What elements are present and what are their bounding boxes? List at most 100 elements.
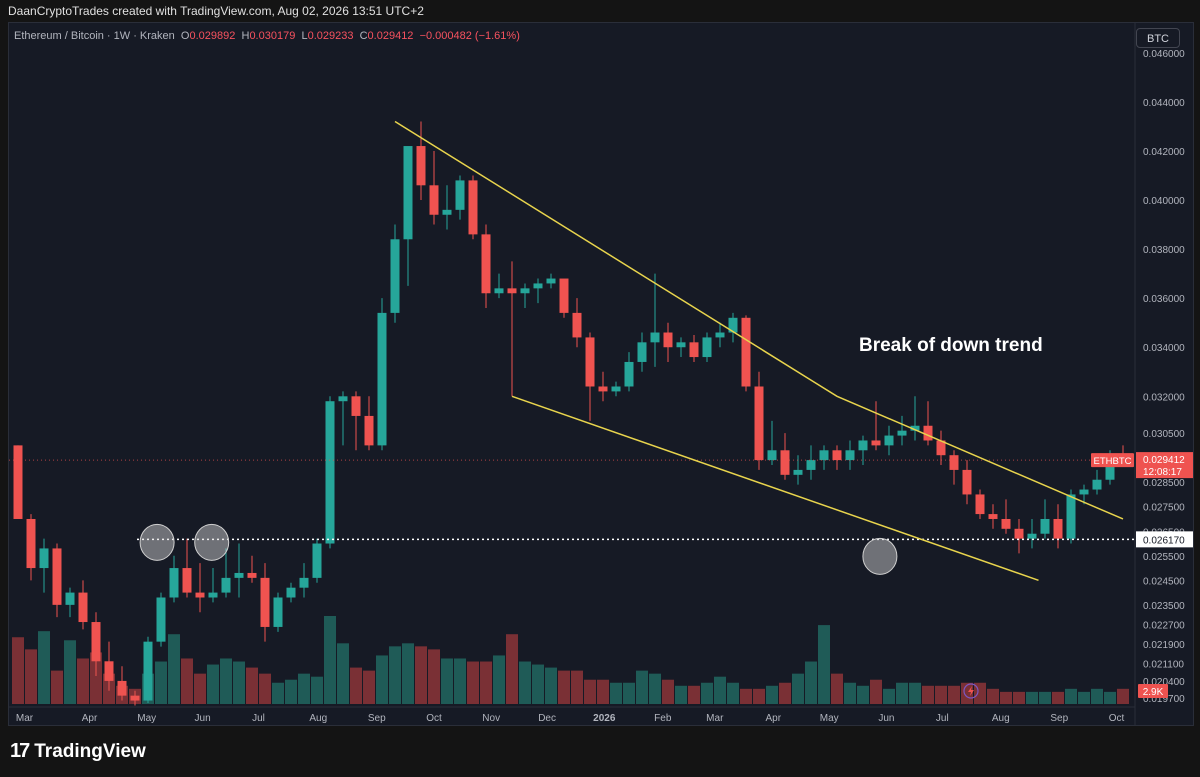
- upper-trendline: [394, 120, 1124, 520]
- candle-body: [390, 239, 400, 313]
- volume-bar: [285, 679, 297, 704]
- price-tick-label: 0.036000: [1143, 294, 1185, 305]
- candle-body: [611, 386, 621, 392]
- time-tick-label: Dec: [538, 713, 556, 724]
- open-label: O: [180, 30, 190, 42]
- candle-body: [13, 445, 23, 519]
- candle-body: [897, 430, 907, 436]
- volume-bar: [1039, 691, 1051, 704]
- volume-bar: [753, 688, 765, 704]
- lower-trendline: [511, 395, 1039, 582]
- chart-panel[interactable]: Break of down trend 0.046000 0.044000 0.042…: [8, 22, 1194, 726]
- volume-bar: [64, 640, 76, 704]
- price-tick-label: 0.028500: [1143, 478, 1185, 489]
- volume-bar: [350, 667, 362, 704]
- volume-bar: [376, 655, 388, 704]
- volume-bar: [207, 664, 219, 704]
- candle-body: [728, 317, 738, 333]
- volume-bar: [987, 688, 999, 704]
- volume-bar: [532, 664, 544, 704]
- volume-bar: [688, 685, 700, 704]
- price-badge: [1136, 452, 1193, 479]
- candle-body: [234, 572, 244, 578]
- candle-body: [338, 396, 348, 402]
- candle-body: [819, 450, 829, 461]
- volume-badge-text: 2.9K: [1143, 687, 1164, 698]
- currency-button[interactable]: BTC: [1136, 28, 1180, 48]
- volume-bar: [77, 658, 89, 704]
- candle-body: [832, 450, 842, 461]
- volume-bar: [909, 682, 921, 704]
- symbol-title: Ethereum / Bitcoin · 1W · Kraken: [14, 30, 175, 42]
- candle-body: [416, 146, 426, 186]
- candle-body: [663, 332, 673, 348]
- price-tick-label: 0.032000: [1143, 392, 1185, 403]
- price-badge-value: 0.029412: [1143, 455, 1185, 466]
- candle-body: [1053, 518, 1063, 539]
- high-value: 0.030179: [249, 30, 296, 42]
- volume-bar: [402, 643, 414, 704]
- candle-body: [975, 494, 985, 515]
- candle-body: [793, 469, 803, 475]
- candle-body: [624, 361, 634, 387]
- volume-bar: [155, 661, 167, 704]
- symbol-badge-text: ETHBTC: [1094, 456, 1132, 467]
- candle-body: [260, 577, 270, 627]
- tradingview-mark-icon: 17: [10, 740, 30, 762]
- time-tick-label: Apr: [82, 713, 98, 724]
- candle-body: [676, 342, 686, 348]
- candle-body: [442, 209, 452, 215]
- volume-bar: [467, 661, 479, 704]
- candle-body: [884, 435, 894, 446]
- candle-body: [988, 514, 998, 519]
- volume-bar: [675, 685, 687, 704]
- candle-body: [351, 396, 361, 416]
- lightning-icon-bolt: [968, 686, 974, 696]
- volume-bar: [1026, 691, 1038, 704]
- candle-body: [1027, 533, 1037, 539]
- volume-bar: [623, 682, 635, 704]
- time-axis-ticks: Mar Apr May Jun Jul Aug Sep Oct Nov Dec 2026 Feb Mar…: [16, 713, 1125, 724]
- candle-body: [949, 455, 959, 470]
- candle-body: [871, 440, 881, 446]
- price-tick-label: 0.021100: [1143, 660, 1184, 671]
- highlight-ellipse: [194, 523, 230, 561]
- candle-body: [1001, 518, 1011, 529]
- volume-bar: [181, 658, 193, 704]
- volume-bar: [714, 676, 726, 704]
- candle-body: [858, 440, 868, 451]
- lightning-icon: [963, 683, 979, 699]
- candle-body: [936, 440, 946, 456]
- volume-bar: [870, 679, 882, 704]
- volume-bar: [519, 661, 531, 704]
- price-tick-label: 0.022700: [1143, 620, 1185, 631]
- volume-bar: [805, 661, 817, 704]
- price-badge-countdown: 12:08:17: [1143, 467, 1182, 478]
- volume-bar: [740, 688, 752, 704]
- time-tick-label: Aug: [992, 713, 1010, 724]
- volume-bar: [571, 670, 583, 704]
- volume-bar: [649, 673, 661, 704]
- candle-body: [702, 337, 712, 358]
- candle-body: [39, 548, 49, 569]
- volume-badge: [1138, 684, 1168, 698]
- volume-bar: [1091, 688, 1103, 704]
- candle-body: [494, 288, 504, 294]
- symbol-legend: Ethereum / Bitcoin · 1W · Kraken O0.0298…: [14, 30, 520, 42]
- candle-body: [78, 592, 88, 623]
- candle-body: [364, 415, 374, 446]
- price-chart[interactable]: Break of down trend 0.046000 0.044000 0.042…: [9, 23, 1194, 726]
- price-tick-label: 0.027500: [1143, 503, 1185, 514]
- volume-bar: [220, 658, 232, 704]
- price-tick-label: 0.019700: [1143, 694, 1185, 705]
- volume-bar: [1078, 691, 1090, 704]
- open-value: 0.029892: [189, 30, 236, 42]
- candle-body: [923, 425, 933, 441]
- time-tick-label: Mar: [16, 713, 34, 724]
- time-tick-label: Feb: [654, 713, 672, 724]
- volume-bar: [1052, 691, 1064, 704]
- candle-body: [1079, 489, 1089, 495]
- candle-body: [156, 597, 166, 642]
- candle-body: [598, 386, 608, 392]
- candle-body: [637, 342, 647, 362]
